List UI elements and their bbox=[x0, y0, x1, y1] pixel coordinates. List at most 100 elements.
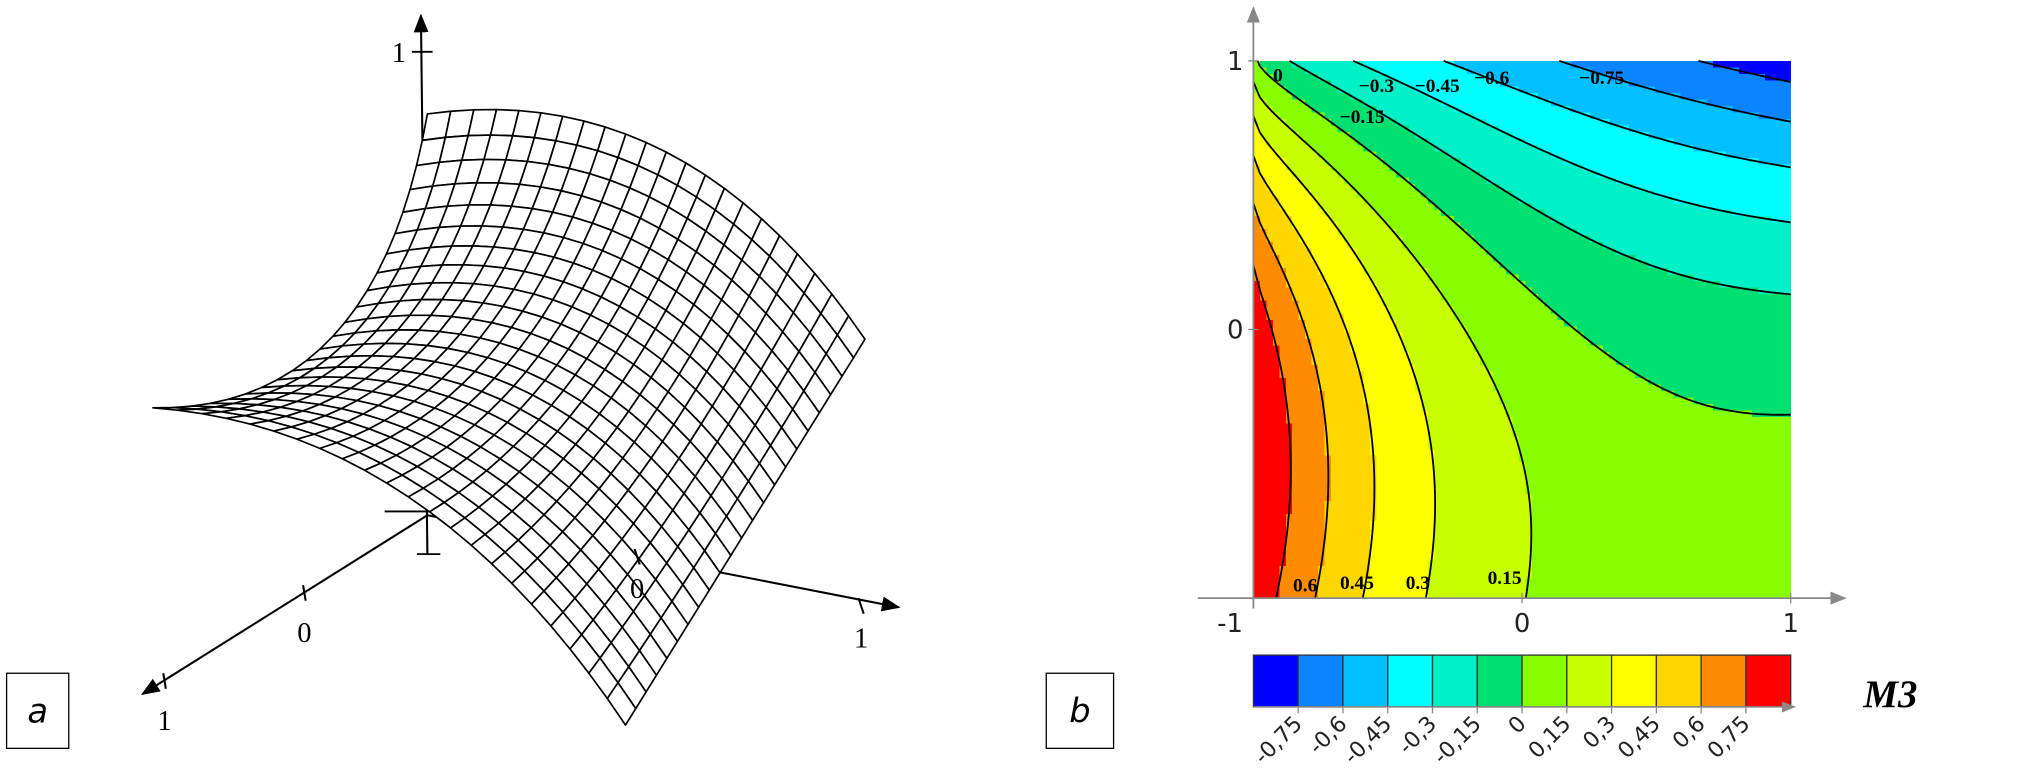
contour-cell bbox=[1382, 565, 1390, 573]
contour-cell bbox=[1492, 151, 1500, 159]
contour-cell bbox=[1311, 229, 1319, 237]
contour-cell bbox=[1570, 513, 1578, 521]
contour-cell bbox=[1350, 552, 1358, 560]
contour-cell bbox=[1557, 403, 1565, 411]
contour-cell bbox=[1311, 242, 1319, 250]
contour-cell bbox=[1402, 391, 1410, 398]
contour-cell bbox=[1551, 442, 1559, 450]
contour-cell bbox=[1596, 132, 1604, 140]
contour-cell bbox=[1395, 410, 1403, 418]
contour-cell bbox=[1577, 507, 1585, 515]
contour-cell bbox=[1356, 462, 1364, 470]
contour-cell bbox=[1544, 391, 1552, 398]
contour-cell bbox=[1272, 93, 1280, 101]
contour-cell bbox=[1253, 533, 1261, 541]
contour-cell bbox=[1421, 67, 1429, 75]
contour-cell bbox=[1298, 488, 1306, 496]
contour-cell bbox=[1331, 293, 1339, 301]
contour-cell bbox=[1441, 378, 1449, 386]
contour-cell bbox=[1318, 565, 1326, 573]
contour-cell bbox=[1415, 475, 1423, 483]
contour-cell bbox=[1454, 326, 1462, 334]
contour-cell bbox=[1551, 145, 1559, 152]
contour-cell bbox=[1512, 73, 1520, 81]
contour-cell bbox=[1434, 565, 1442, 573]
contour-cell bbox=[1382, 585, 1390, 593]
contour-cell bbox=[1298, 268, 1306, 275]
contour-cell bbox=[1428, 403, 1436, 411]
contour-cell bbox=[1415, 125, 1423, 133]
contour-cell bbox=[1479, 93, 1487, 101]
contour-cell bbox=[1369, 125, 1377, 133]
contour-cell bbox=[1505, 591, 1513, 599]
contour-cell bbox=[1395, 93, 1403, 101]
contour-cell bbox=[1298, 60, 1306, 68]
contour-cell bbox=[1434, 99, 1442, 107]
contour-cell bbox=[1460, 216, 1468, 224]
contour-cell bbox=[1518, 481, 1526, 489]
contour-cell bbox=[1292, 255, 1300, 263]
contour-cell bbox=[1259, 391, 1267, 398]
contour-cell bbox=[1557, 216, 1565, 224]
contour-cell bbox=[1596, 552, 1604, 560]
contour-cell bbox=[1441, 552, 1449, 560]
contour-cell bbox=[1344, 209, 1352, 217]
contour-cell bbox=[1311, 410, 1319, 418]
contour-cell bbox=[1486, 397, 1494, 405]
contour-cell bbox=[1486, 423, 1494, 431]
contour-cell bbox=[1531, 216, 1539, 224]
contour-cell bbox=[1415, 99, 1423, 107]
contour-cell bbox=[1253, 248, 1261, 256]
contour-cell bbox=[1460, 313, 1468, 321]
contour-cell bbox=[1350, 242, 1358, 250]
contour-cell bbox=[1285, 255, 1293, 263]
contour-cell bbox=[1434, 80, 1442, 88]
contour-cell bbox=[1441, 572, 1449, 580]
contour-cell bbox=[1389, 119, 1397, 127]
contour-cell bbox=[1272, 60, 1280, 68]
contour-cell bbox=[1499, 565, 1507, 573]
contour-cell bbox=[1376, 371, 1384, 379]
contour-cell bbox=[1428, 397, 1436, 405]
contour-cell bbox=[1460, 255, 1468, 263]
contour-cell bbox=[1266, 507, 1274, 515]
contour-cell bbox=[1408, 462, 1416, 470]
contour-cell bbox=[1434, 507, 1442, 515]
contour-cell bbox=[1382, 106, 1390, 114]
contour-cell bbox=[1285, 591, 1293, 599]
contour-cell bbox=[1577, 436, 1585, 444]
contour-cell bbox=[1479, 151, 1487, 159]
contour-cell bbox=[1544, 67, 1552, 75]
contour-cell bbox=[1512, 132, 1520, 140]
contour-cell bbox=[1389, 261, 1397, 269]
contour-cell bbox=[1551, 429, 1559, 437]
contour-cell bbox=[1570, 119, 1578, 127]
contour-cell bbox=[1570, 86, 1578, 94]
contour-cell bbox=[1395, 86, 1403, 94]
contour-cell bbox=[1590, 358, 1598, 366]
contour-cell bbox=[1376, 164, 1384, 172]
contour-cell bbox=[1492, 332, 1500, 340]
contour-cell bbox=[1486, 151, 1494, 159]
contour-cell bbox=[1408, 481, 1416, 489]
contour-cell bbox=[1441, 384, 1449, 392]
contour-cell bbox=[1311, 539, 1319, 547]
contour-cell bbox=[1454, 164, 1462, 172]
contour-cell bbox=[1324, 157, 1332, 165]
contour-cell bbox=[1356, 306, 1364, 314]
contour-cell bbox=[1505, 177, 1513, 185]
contour-cell bbox=[1331, 391, 1339, 398]
contour-cell bbox=[1259, 326, 1267, 334]
contour-cell bbox=[1259, 371, 1267, 379]
contour-cell bbox=[1505, 138, 1513, 146]
contour-cell bbox=[1259, 488, 1267, 496]
contour-cell bbox=[1473, 384, 1481, 392]
contour-cell bbox=[1337, 565, 1345, 573]
contour-cell bbox=[1557, 462, 1565, 470]
contour-cell bbox=[1479, 287, 1487, 295]
contour-cell bbox=[1311, 513, 1319, 521]
contour-cell bbox=[1421, 255, 1429, 263]
contour-cell bbox=[1259, 513, 1267, 521]
contour-cell bbox=[1402, 151, 1410, 159]
contour-cell bbox=[1479, 475, 1487, 483]
